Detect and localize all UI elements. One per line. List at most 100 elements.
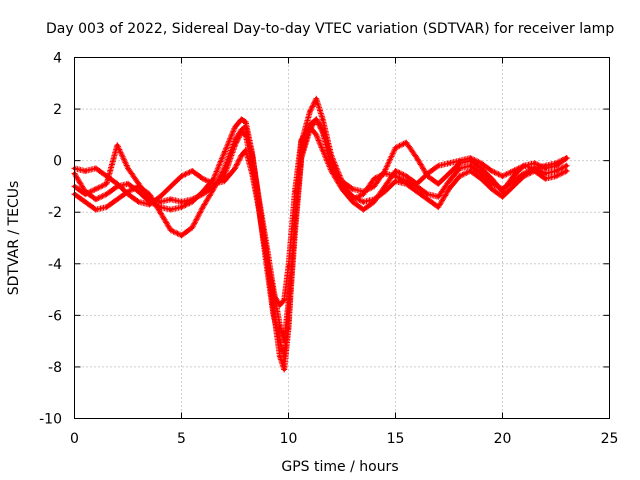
data-point xyxy=(136,189,141,194)
data-point xyxy=(447,179,451,184)
data-point xyxy=(554,174,558,178)
data-point xyxy=(457,174,462,178)
data-point xyxy=(372,184,376,189)
data-point xyxy=(436,194,441,199)
data-point xyxy=(169,184,173,189)
data-point xyxy=(239,130,244,135)
y-tick-label: -8 xyxy=(48,360,62,376)
data-point xyxy=(299,138,304,142)
data-point xyxy=(543,176,548,181)
data-point xyxy=(201,205,205,209)
data-point xyxy=(243,133,248,137)
data-point xyxy=(479,161,483,166)
data-point xyxy=(490,169,494,173)
data-point xyxy=(393,169,398,173)
data-point xyxy=(383,171,387,176)
data-point xyxy=(372,176,376,181)
data-point xyxy=(479,171,483,176)
data-point xyxy=(308,127,312,132)
data-point xyxy=(278,323,282,328)
data-point xyxy=(94,166,98,171)
data-point xyxy=(404,179,409,184)
data-point xyxy=(543,171,548,176)
data-point xyxy=(222,151,227,155)
data-point xyxy=(320,127,325,132)
data-point xyxy=(115,143,120,147)
data-point xyxy=(201,176,205,181)
data-point xyxy=(271,313,276,318)
y-tick-label: -2 xyxy=(48,205,62,221)
y-tick-label: -6 xyxy=(48,308,62,324)
data-point xyxy=(201,192,205,196)
data-point xyxy=(511,169,515,173)
data-point xyxy=(222,174,227,178)
data-point xyxy=(393,145,398,150)
data-point xyxy=(383,184,387,189)
data-point xyxy=(490,176,494,181)
data-point xyxy=(293,231,297,235)
data-point xyxy=(436,205,441,209)
data-point xyxy=(500,174,505,178)
data-point xyxy=(314,133,319,137)
data-point xyxy=(500,194,505,199)
plot-area xyxy=(71,95,570,373)
data-point xyxy=(500,187,505,191)
y-tick-label: -4 xyxy=(48,257,62,273)
data-point xyxy=(404,140,409,145)
data-point xyxy=(158,210,162,215)
data-point xyxy=(126,182,130,186)
data-point xyxy=(278,303,282,307)
data-point xyxy=(179,205,184,209)
data-point xyxy=(282,298,287,302)
data-point xyxy=(479,166,483,171)
data-point xyxy=(340,184,344,189)
data-point xyxy=(564,156,569,160)
data-point xyxy=(179,200,184,204)
data-point xyxy=(479,176,483,181)
data-point xyxy=(447,171,451,176)
data-point xyxy=(522,171,526,176)
data-point xyxy=(211,184,216,189)
x-tick-label: 5 xyxy=(177,431,186,447)
data-point xyxy=(243,148,248,153)
data-point xyxy=(320,117,325,122)
data-point xyxy=(115,182,120,186)
data-point xyxy=(564,169,569,173)
data-point xyxy=(490,182,494,186)
data-point xyxy=(372,200,376,204)
data-point xyxy=(282,354,287,359)
data-point xyxy=(83,200,87,204)
series-track-4 xyxy=(71,116,570,360)
data-point xyxy=(233,166,237,171)
x-axis-label: GPS time / hours xyxy=(281,459,398,475)
data-point xyxy=(490,187,494,191)
data-point xyxy=(468,164,473,168)
x-tick-label: 25 xyxy=(601,431,619,447)
data-point xyxy=(169,207,173,212)
chart-title: Day 003 of 2022, Sidereal Day-to-day VTE… xyxy=(46,21,614,37)
data-point xyxy=(136,182,141,186)
data-point xyxy=(94,187,98,191)
data-point xyxy=(308,109,312,114)
data-point xyxy=(190,225,194,230)
data-point xyxy=(265,267,269,271)
axis-ticks: 0 5 10 15 20 25 -10 -8 -6 -4 -2 0 2 4 xyxy=(39,51,618,448)
data-point xyxy=(425,192,430,196)
data-point xyxy=(147,202,152,207)
data-point xyxy=(278,354,282,359)
data-point xyxy=(243,120,248,124)
data-point xyxy=(115,197,120,202)
data-point xyxy=(447,187,451,191)
data-point xyxy=(457,158,462,163)
data-point xyxy=(425,197,430,202)
plot-frame xyxy=(74,57,610,419)
data-point xyxy=(554,161,558,166)
data-point xyxy=(511,179,515,184)
data-point xyxy=(393,179,398,184)
data-point xyxy=(211,176,216,181)
data-point xyxy=(147,197,152,202)
data-point xyxy=(239,117,244,122)
data-point xyxy=(286,318,291,323)
